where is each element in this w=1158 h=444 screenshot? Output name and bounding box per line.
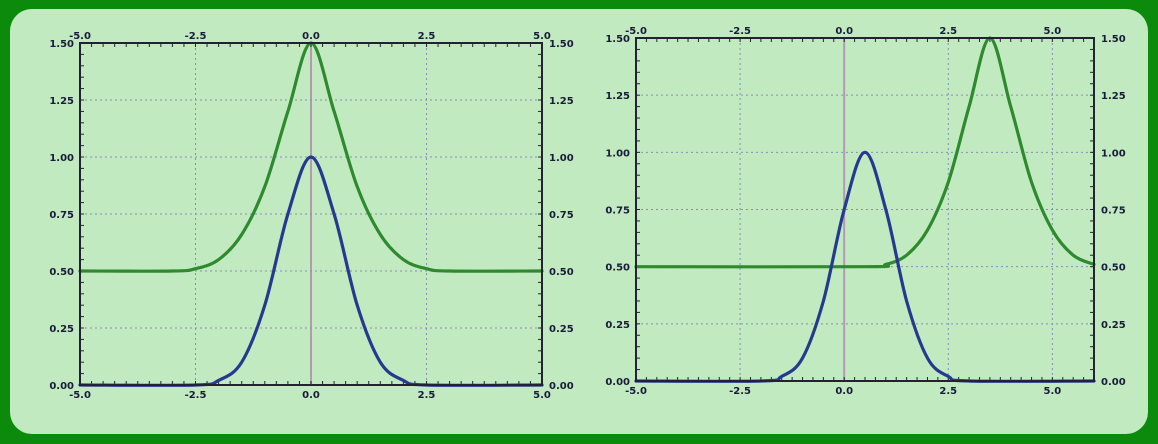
chart1-x-tick-label-top: 0.0: [302, 31, 320, 42]
chart1-y-tick-label-left: 1.00: [49, 153, 74, 164]
chart2-y-tick-label-right: 0.50: [1101, 263, 1126, 274]
chart2-x-tick-label-top: -2.5: [729, 26, 751, 37]
chart1-y-tick-label-left: 1.25: [49, 96, 74, 107]
chart2-y-tick-label-left: 0.50: [605, 263, 630, 274]
chart1-x-tick-label-bottom: -5.0: [69, 390, 91, 401]
chart2-x-tick-label-bottom: 5.0: [1044, 386, 1062, 397]
chart1-y-tick-label-right: 0.50: [549, 267, 574, 278]
chart1-x-tick-label-bottom: 5.0: [533, 390, 551, 401]
chart1-series-line-2: [78, 155, 544, 387]
chart2-y-tick-label-left: 1.00: [605, 148, 630, 159]
chart1-y-tick-label-right: 0.00: [549, 381, 574, 392]
chart2-y-tick-label-left: 0.00: [605, 377, 630, 388]
chart1-x-tick-label-bottom: 0.0: [302, 390, 320, 401]
chart1-x-tick-label-top: 5.0: [533, 31, 551, 42]
chart-panel: [10, 9, 1148, 434]
chart1-y-tick-label-right: 1.25: [549, 96, 574, 107]
chart2-x-tick-label-top: 0.0: [835, 26, 853, 37]
chart1-y-tick-label-left: 0.00: [49, 381, 74, 392]
chart2-series-line-1: [634, 36, 1096, 269]
chart2-x-tick-label-top: 2.5: [939, 26, 957, 37]
chart2-x-tick-label-top: -5.0: [625, 26, 647, 37]
chart1-y-tick-label-right: 0.25: [549, 324, 574, 335]
chart2-y-tick-label-left: 0.25: [605, 320, 630, 331]
chart2-x-tick-label-bottom: -5.0: [625, 386, 647, 397]
chart1-x-tick-label-top: -2.5: [185, 31, 207, 42]
chart2-x-tick-label-top: 5.0: [1044, 26, 1062, 37]
chart2-y-tick-label-left: 1.25: [605, 91, 630, 102]
chart2-y-tick-label-right: 1.00: [1101, 148, 1126, 159]
chart2-y-tick-label-right: 0.75: [1101, 206, 1126, 217]
chart2-series-line-2: [634, 150, 1096, 383]
chart2-y-tick-label-left: 0.75: [605, 206, 630, 217]
chart2-x-tick-label-bottom: 0.0: [835, 386, 853, 397]
chart2-y-tick-label-right: 0.00: [1101, 377, 1126, 388]
chart1-x-tick-label-bottom: 2.5: [418, 390, 436, 401]
chart1-y-tick-label-right: 1.00: [549, 153, 574, 164]
chart2-y-tick-label-left: 1.50: [605, 34, 630, 45]
chart1-y-tick-label-right: 1.50: [549, 39, 574, 50]
chart1-x-tick-label-top: 2.5: [418, 31, 436, 42]
chart2-plot-frame: [635, 37, 1095, 382]
chart1-y-tick-label-left: 0.50: [49, 267, 74, 278]
chart1-plot-frame: [79, 42, 543, 386]
chart1-x-tick-label-bottom: -2.5: [185, 390, 207, 401]
chart2-x-tick-label-bottom: 2.5: [939, 386, 957, 397]
chart2-y-tick-label-right: 1.50: [1101, 34, 1126, 45]
chart2-y-tick-label-right: 1.25: [1101, 91, 1126, 102]
chart1-y-tick-label-left: 1.50: [49, 39, 74, 50]
chart1-x-tick-label-top: -5.0: [69, 31, 91, 42]
chart1-y-tick-label-right: 0.75: [549, 210, 574, 221]
chart1-y-tick-label-left: 0.75: [49, 210, 74, 221]
chart1-y-tick-label-left: 0.25: [49, 324, 74, 335]
chart2-y-tick-label-right: 0.25: [1101, 320, 1126, 331]
chart2-x-tick-label-bottom: -2.5: [729, 386, 751, 397]
